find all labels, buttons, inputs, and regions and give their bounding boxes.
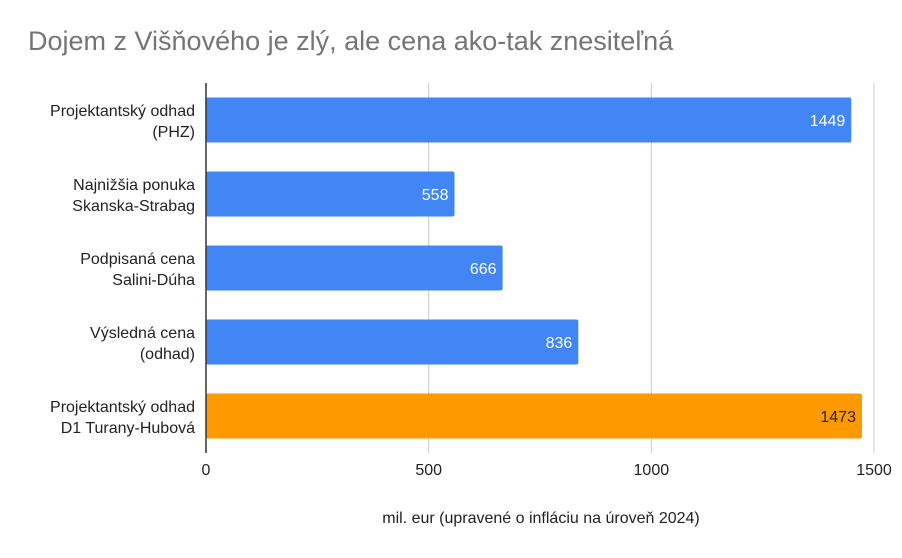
bar	[206, 393, 862, 439]
x-tick-label: 500	[415, 462, 442, 479]
category-label: Výsledná cena (odhad)	[90, 325, 195, 363]
x-tick-label: 1000	[634, 462, 670, 479]
data-label: 558	[422, 187, 449, 204]
x-axis-title: mil. eur (upravené o infláciu na úroveň …	[382, 510, 700, 527]
chart-title: Dojem z Višňového je zlý, ale cena ako-t…	[28, 26, 674, 56]
category-label: Najnižšia ponuka Skanska-Strabag	[72, 177, 195, 215]
bar	[206, 245, 503, 291]
category-label: Projektantský odhad D1 Turany-Hubová	[50, 399, 195, 437]
x-tick-label: 1500	[856, 462, 892, 479]
data-label: 1473	[820, 409, 856, 426]
data-label: 836	[546, 335, 573, 352]
category-label: Podpisaná cena Salini-Dúha	[80, 251, 195, 289]
data-label: 666	[470, 261, 497, 278]
category-label: Projektantský odhad (PHZ)	[50, 103, 195, 141]
x-tick-label: 0	[202, 462, 211, 479]
bar	[206, 319, 579, 365]
bar	[206, 97, 852, 143]
data-label: 1449	[810, 113, 846, 130]
bar	[206, 171, 455, 217]
